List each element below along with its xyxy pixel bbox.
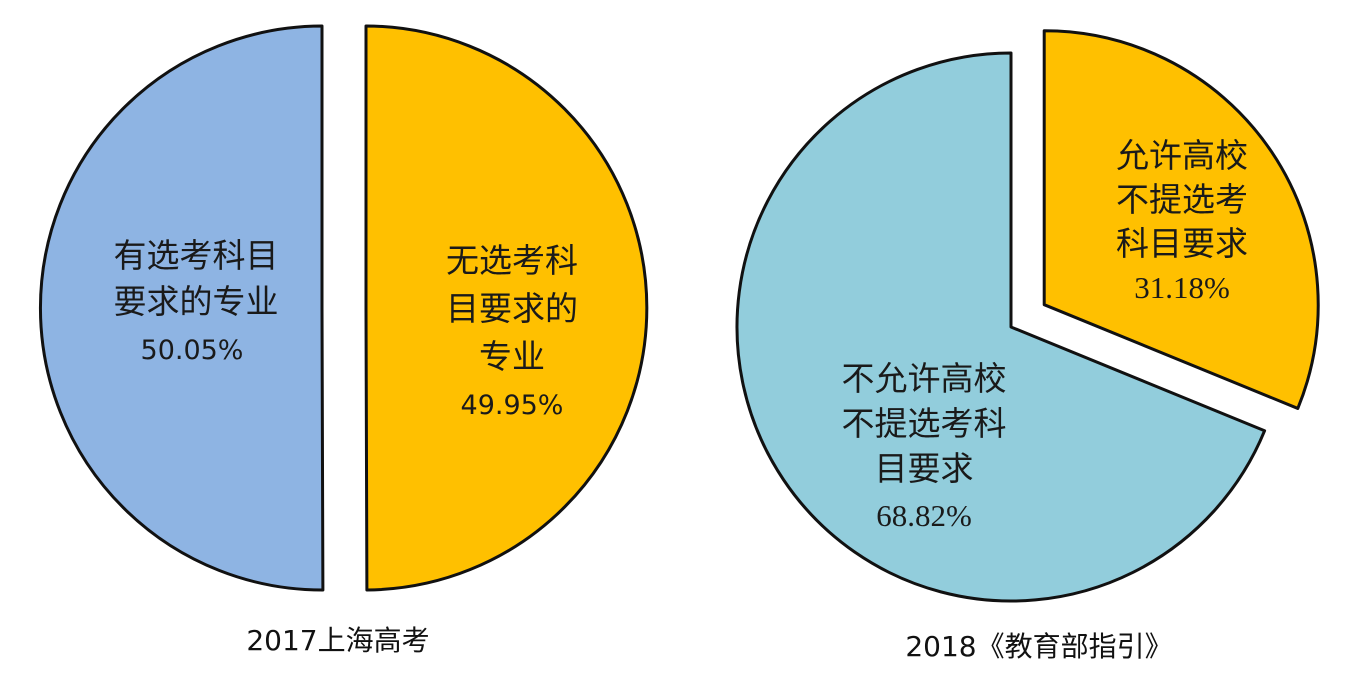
slice-value-label: 49.95% — [461, 390, 564, 421]
slice-with-subject-requirements — [38, 24, 325, 592]
slice-label-line: 无选考科 — [446, 241, 578, 280]
slice-value-label: 50.05% — [141, 335, 244, 366]
slice-label-line: 专业 — [479, 337, 545, 376]
chart-caption: 2018《教育部指引》 — [905, 630, 1172, 663]
pie-chart-2017: 有选考科目 要求的专业 50.05% 无选考科 目要求的 专业 49.95% 2… — [38, 24, 649, 657]
slice-label-line: 科目要求 — [1116, 224, 1248, 263]
pie-chart-2018: 允许高校 不提选考 科目要求 31.18% 不允许高校 不提选考科 目要求 68… — [735, 29, 1320, 663]
slice-allowed — [1042, 29, 1320, 410]
slice-label-line: 目要求 — [875, 449, 974, 488]
slice-value-label: 31.18% — [1134, 270, 1230, 305]
slice-value-label: 68.82% — [876, 498, 972, 533]
slice-label-line: 允许高校 — [1116, 136, 1248, 175]
slice-label-line: 不提选考 — [1116, 180, 1248, 219]
slice-label-line: 目要求的 — [446, 289, 578, 328]
slice-without-subject-requirements — [364, 24, 649, 592]
chart-caption: 2017上海高考 — [246, 624, 429, 657]
slice-not-allowed — [735, 51, 1267, 603]
slice-label-line: 要求的专业 — [114, 282, 279, 321]
slice-label-line: 有选考科目 — [114, 236, 279, 275]
slice-label-line: 不允许高校 — [842, 359, 1007, 398]
slice-label-line: 不提选考科 — [842, 404, 1007, 443]
